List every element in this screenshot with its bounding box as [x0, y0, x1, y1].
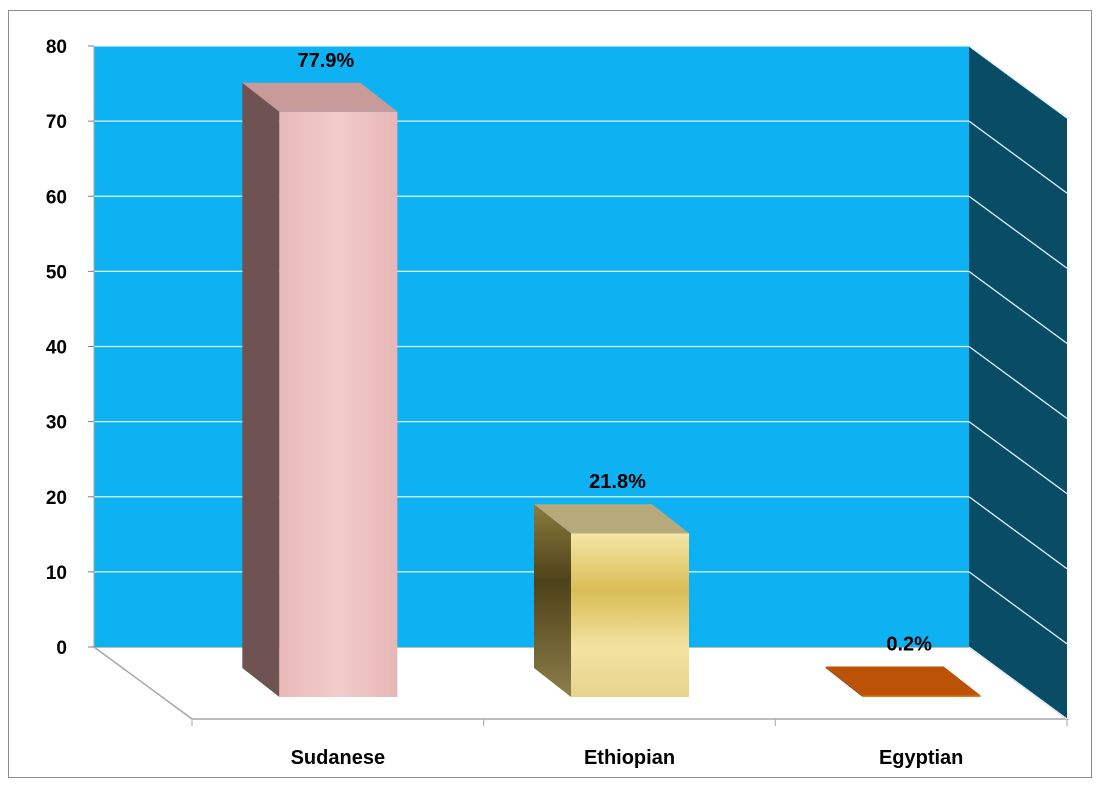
bar-top-sudanese — [242, 82, 398, 112]
side-gridline — [968, 345, 1068, 420]
side-gridline — [968, 195, 1068, 269]
side-gridline — [968, 120, 1068, 194]
bars — [242, 82, 981, 698]
bar-top-egyptian — [825, 666, 981, 696]
y-tick-label: 30 — [46, 413, 67, 434]
y-tick-label: 40 — [46, 338, 67, 359]
y-axis: 0 10 20 30 40 50 60 70 80 — [46, 37, 95, 659]
bar-side-ethiopian — [534, 504, 571, 697]
data-label-sudanese: 77.9% — [297, 50, 354, 72]
y-tick-label: 20 — [46, 488, 67, 509]
x-axis: Sudanese Ethiopian Egyptian — [191, 719, 1068, 769]
bar-chart: 0 10 20 30 40 50 60 70 80 Sudanese Ethiopian Egypt… — [46, 37, 1070, 769]
chart-frame: 0 10 20 30 40 50 60 70 80 Sudanese Ethiopian Egypt… — [8, 10, 1092, 778]
bar-side-sudanese — [242, 82, 280, 698]
data-label-egyptian: 0.2% — [886, 633, 932, 655]
y-tick-label: 80 — [46, 37, 67, 58]
y-tick-label: 60 — [46, 187, 67, 208]
data-label-ethiopian: 21.8% — [589, 471, 646, 493]
side-gridline — [968, 571, 1068, 645]
bar-egyptian — [862, 695, 981, 697]
bar-side-egyptian — [825, 666, 863, 697]
y-tick-label: 10 — [46, 563, 67, 584]
side-gridline — [968, 496, 1068, 570]
side-gridline — [968, 270, 1068, 344]
side-gridline — [968, 646, 1068, 720]
y-tick-label: 0 — [56, 638, 67, 659]
x-category-label: Sudanese — [291, 747, 385, 769]
x-category-label: Egyptian — [879, 747, 963, 769]
bar-sudanese — [279, 111, 398, 698]
x-category-label: Ethiopian — [584, 747, 675, 769]
y-tick-label: 50 — [46, 262, 67, 283]
gridlines — [94, 45, 1068, 720]
y-tick-label: 70 — [46, 112, 67, 133]
side-gridline — [968, 45, 1068, 119]
data-labels: 77.9% 21.8% 0.2% — [297, 50, 932, 656]
bar-ethiopian — [571, 533, 689, 697]
side-gridline — [968, 421, 1068, 495]
bar-top-ethiopian — [534, 504, 689, 534]
